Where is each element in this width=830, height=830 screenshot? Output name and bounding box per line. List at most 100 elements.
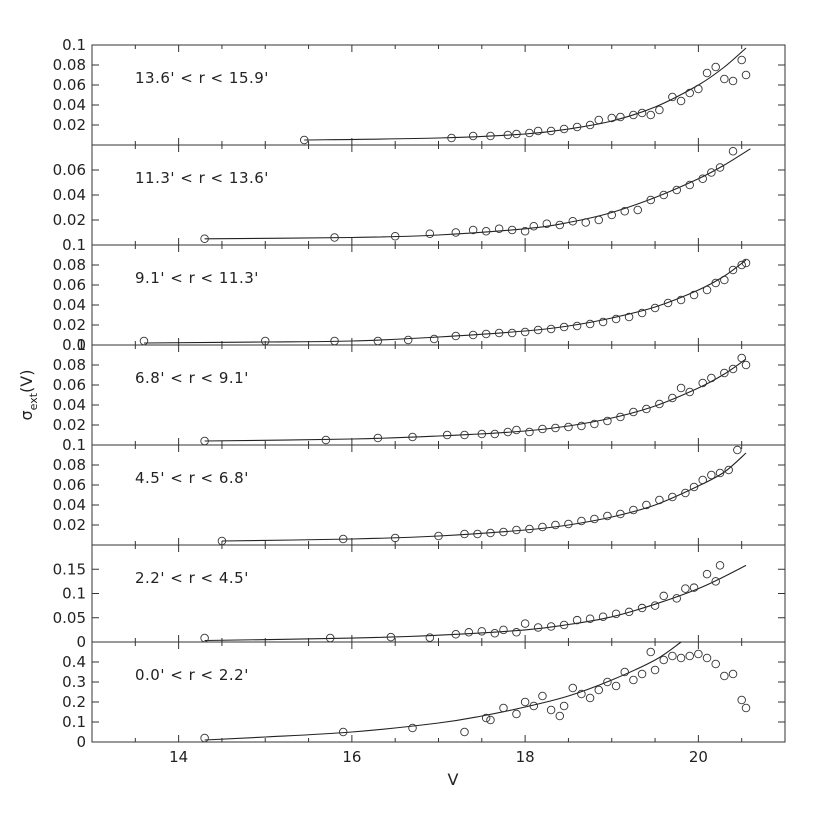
data-point (525, 524, 534, 534)
x-axis-title: V (448, 770, 459, 789)
data-point (481, 226, 491, 236)
data-point (655, 495, 664, 505)
data-point (659, 591, 668, 601)
model-curve (221, 452, 747, 542)
data-point (559, 322, 569, 332)
y-tick-label: 0.1 (62, 585, 86, 603)
data-point (741, 258, 751, 268)
data-point (698, 378, 707, 388)
data-point (486, 131, 495, 141)
data-point (520, 619, 530, 628)
data-point (720, 275, 729, 285)
data-point (685, 88, 694, 98)
data-point (551, 520, 560, 530)
data-point (603, 416, 612, 426)
y-tick-label: 0.15 (53, 560, 86, 578)
data-point (672, 185, 681, 195)
y-tick-label: 0 (76, 633, 86, 651)
data-point (460, 430, 469, 440)
data-point (637, 108, 647, 118)
panel-5: 0.02 0.04 0.06 0.08 0.1 4.5' < r < 6.8' (53, 436, 786, 546)
data-point (490, 629, 500, 638)
y-axis-title: σext(V) (17, 370, 40, 421)
data-point (741, 703, 751, 713)
data-point (473, 529, 482, 539)
data-point (520, 697, 530, 707)
model-curve (304, 47, 747, 141)
data-point (499, 527, 508, 537)
data-point (525, 427, 534, 437)
data-point (715, 561, 725, 570)
data-point (637, 308, 647, 318)
y-tick-label: 0.08 (53, 356, 86, 374)
model-curve (204, 358, 747, 442)
data-point (668, 393, 677, 403)
data-point (494, 224, 504, 233)
data-point (659, 655, 668, 665)
y-tick-label: 0.2 (62, 693, 86, 711)
x-tick-label: 18 (516, 748, 535, 766)
data-point (529, 221, 539, 231)
data-point (720, 671, 729, 681)
data-point (637, 669, 647, 679)
data-point (481, 713, 491, 723)
data-point (460, 529, 469, 539)
data-point (728, 76, 738, 86)
data-point (594, 115, 604, 125)
data-point (533, 325, 543, 335)
data-point (585, 693, 595, 703)
data-point (139, 336, 149, 346)
data-point (646, 647, 655, 657)
y-tick-label: 0.06 (53, 276, 86, 294)
data-point (702, 569, 712, 579)
data-point (603, 511, 612, 521)
y-tick-label: 0.04 (53, 396, 86, 414)
panel-label: 9.1' < r < 11.3' (135, 269, 259, 287)
y-tick-label: 0.06 (53, 376, 86, 394)
panel-label: 4.5' < r < 6.8' (135, 469, 249, 487)
data-point (676, 295, 686, 305)
data-point (200, 234, 209, 243)
data-point (525, 128, 534, 138)
data-point (711, 62, 720, 72)
data-point (737, 55, 746, 65)
data-point (607, 210, 617, 220)
y-tick-label: 0.02 (53, 211, 86, 229)
data-point (728, 265, 738, 275)
y-tick-label: 0.02 (53, 416, 86, 434)
panel-frame (91, 641, 786, 743)
data-point (373, 336, 383, 346)
data-point (715, 468, 725, 478)
data-point (611, 681, 621, 691)
data-point (668, 492, 677, 502)
data-point (616, 509, 625, 519)
x-tick-label: 16 (342, 748, 361, 766)
panel-6: 0 0.05 0.1 0.15 2.2' < r < 4.5' (53, 544, 786, 651)
panel-frame (91, 144, 786, 246)
data-point (694, 649, 703, 659)
data-point (663, 298, 673, 308)
data-point (655, 399, 664, 409)
data-point (451, 331, 461, 341)
data-point (390, 231, 400, 241)
data-point (425, 633, 435, 642)
data-point (676, 96, 686, 106)
data-point (624, 312, 634, 322)
data-point (477, 627, 487, 636)
panel-4: 0.02 0.04 0.06 0.08 0.1 6.8' < r < 9.1' (53, 336, 786, 446)
data-point (668, 651, 677, 661)
panel-frame (91, 344, 786, 446)
data-point (529, 701, 539, 711)
data-point (507, 328, 517, 338)
data-point (538, 424, 547, 434)
data-point (499, 703, 508, 713)
data-point (546, 622, 556, 631)
data-point (299, 135, 309, 145)
data-point (572, 615, 582, 625)
data-point (698, 174, 707, 183)
x-tick-label: 14 (169, 748, 188, 766)
data-point (598, 317, 608, 327)
data-point (633, 205, 642, 215)
data-point (585, 120, 595, 130)
